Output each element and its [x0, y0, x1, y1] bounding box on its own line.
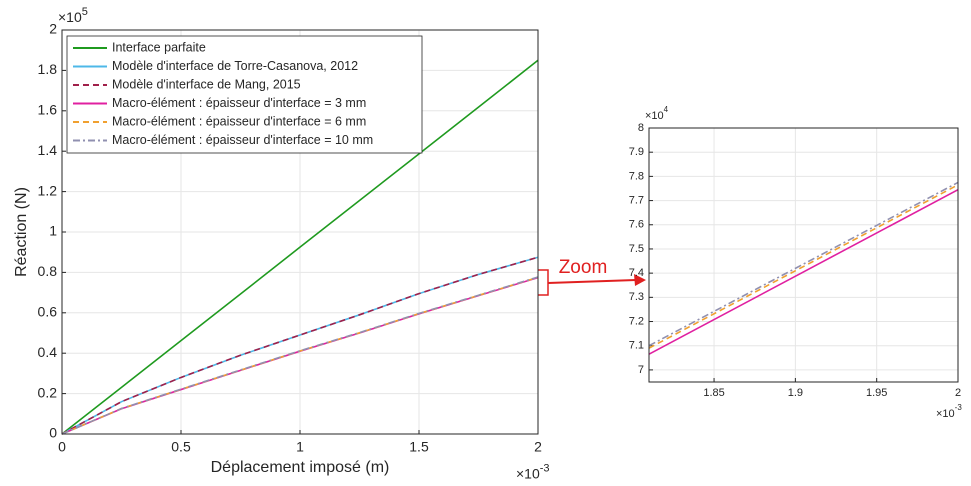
x-tick-label: 1.85: [703, 387, 724, 399]
y-tick-label: 0.4: [38, 344, 58, 360]
x-tick-label: 0: [58, 439, 66, 455]
exponent-base: ×10: [58, 9, 82, 25]
x-tick-label: 2: [955, 387, 961, 399]
legend-box: [66, 35, 423, 154]
y-tick-label: 7.7: [629, 194, 644, 206]
exponent-power: 5: [82, 6, 88, 18]
x-tick-label: 1.95: [866, 387, 887, 399]
zoom-arrow: [547, 279, 637, 284]
x-tick-label: 2: [534, 439, 542, 455]
exponent-label: ×105: [58, 6, 88, 25]
y-tick-label: 7.4: [629, 267, 644, 279]
legend-label: Macro-élément : épaisseur d'interface = …: [112, 96, 366, 110]
y-tick-label: 7.8: [629, 170, 644, 182]
y-tick-label: 0.2: [38, 384, 58, 400]
series-line: [648, 181, 959, 347]
zoom-arrowhead: [634, 274, 646, 286]
exponent-base: ×10: [936, 408, 955, 420]
y-tick-label: 1: [49, 223, 57, 239]
y-tick-label: 7.9: [629, 146, 644, 158]
axes-frame: [648, 127, 959, 383]
y-axis-label: Réaction (N): [13, 187, 30, 277]
y-tick-label: 0: [49, 425, 57, 441]
exponent-label: ×104: [645, 105, 669, 122]
plot-area: [649, 128, 958, 382]
exponent-base: ×10: [645, 110, 664, 122]
series-line: [648, 188, 959, 355]
y-tick-label: 7.1: [629, 340, 644, 352]
y-tick-label: 7: [638, 364, 644, 376]
y-tick-label: 7.6: [629, 219, 644, 231]
series-line: [61, 276, 539, 435]
legend-label: Modèle d'interface de Torre-Casanova, 20…: [112, 59, 358, 73]
series-line: [61, 256, 539, 435]
x-tick-label: 1.9: [788, 387, 803, 399]
x-tick-label: 1: [296, 439, 304, 455]
series-line: [61, 59, 539, 435]
y-tick-label: 2: [49, 21, 57, 37]
x-tick-label: 0.5: [171, 439, 191, 455]
y-tick-label: 8: [638, 122, 644, 134]
exponent-power: -3: [955, 403, 963, 412]
x-axis-label: Déplacement imposé (m): [211, 459, 390, 476]
x-tick-label: 1.5: [409, 439, 429, 455]
exponent-label: ×10-3: [516, 463, 550, 482]
legend-label: Interface parfaite: [112, 40, 206, 54]
axes-frame: [61, 29, 539, 435]
y-tick-label: 1.2: [38, 182, 58, 198]
y-tick-label: 1.6: [38, 102, 58, 118]
y-tick-label: 1.4: [38, 142, 58, 158]
exponent-base: ×10: [516, 465, 540, 481]
legend-label: Macro-élément : épaisseur d'interface = …: [112, 133, 373, 147]
y-tick-label: 0.8: [38, 263, 58, 279]
exponent-power: -3: [540, 463, 550, 475]
series-line: [648, 184, 959, 349]
exponent-power: 4: [664, 105, 669, 114]
y-tick-label: 7.5: [629, 243, 644, 255]
y-tick-label: 7.2: [629, 315, 644, 327]
exponent-label: ×10-3: [936, 403, 962, 420]
y-tick-label: 7.3: [629, 291, 644, 303]
annotation: Zoom: [559, 257, 608, 278]
legend-label: Modèle d'interface de Mang, 2015: [112, 77, 301, 91]
y-tick-label: 1.8: [38, 61, 58, 77]
y-tick-label: 0.6: [38, 304, 58, 320]
legend-label: Macro-élément : épaisseur d'interface = …: [112, 114, 366, 128]
